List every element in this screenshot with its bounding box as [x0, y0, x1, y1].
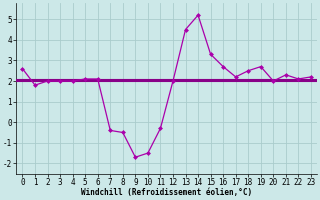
X-axis label: Windchill (Refroidissement éolien,°C): Windchill (Refroidissement éolien,°C) — [81, 188, 252, 197]
